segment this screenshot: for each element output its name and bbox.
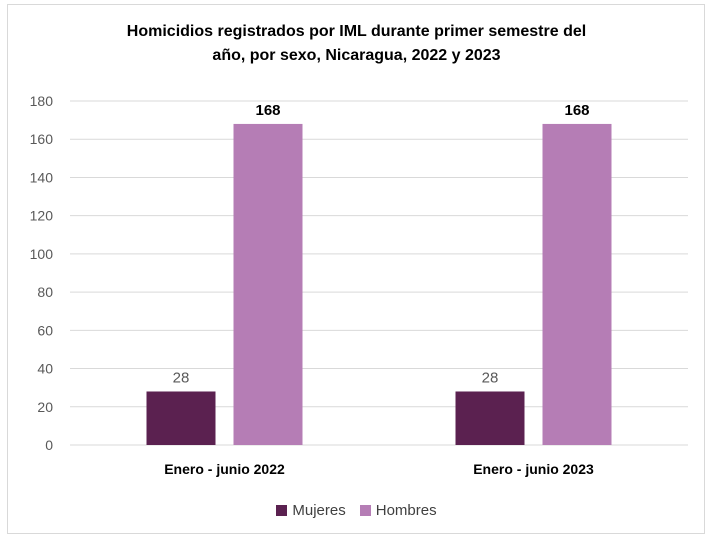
y-tick-label-160: 160	[30, 131, 54, 147]
x-category-label-1: Enero - junio 2022	[164, 461, 285, 477]
bar-hombres-2	[542, 123, 612, 445]
legend-swatch-mujeres	[276, 505, 288, 516]
y-tick-label-60: 60	[37, 322, 53, 338]
y-tick-label-20: 20	[37, 399, 53, 415]
y-tick-label-40: 40	[37, 361, 53, 377]
chart-title-line-2: año, por sexo, Nicaragua, 2022 y 2023	[212, 47, 501, 64]
y-tick-label-180: 180	[30, 93, 54, 109]
data-label-hombres-1: 168	[255, 102, 280, 119]
x-category-label-2: Enero - junio 2023	[473, 461, 594, 477]
chart-title-line-1: Homicidios registrados por IML durante p…	[126, 23, 587, 40]
legend-item-mujeres: Mujeres	[276, 502, 346, 519]
y-tick-label-100: 100	[30, 246, 54, 262]
chart-title: Homicidios registrados por IML durante p…	[0, 20, 713, 68]
data-label-mujeres-2: 28	[482, 369, 499, 386]
bar-hombres-1	[233, 123, 303, 445]
bar-mujeres-2	[455, 391, 525, 445]
data-label-mujeres-1: 28	[173, 369, 190, 386]
legend-item-hombres: Hombres	[359, 502, 437, 519]
legend-label-mujeres: Mujeres	[292, 502, 346, 519]
y-tick-label-80: 80	[37, 284, 53, 300]
y-tick-label-120: 120	[30, 208, 54, 224]
y-tick-label-0: 0	[45, 437, 53, 453]
legend: Mujeres Hombres	[0, 502, 713, 519]
legend-swatch-hombres	[359, 505, 371, 516]
legend-label-hombres: Hombres	[375, 502, 437, 519]
y-tick-label-140: 140	[30, 169, 54, 185]
data-label-hombres-2: 168	[564, 102, 589, 119]
bar-mujeres-1	[146, 391, 216, 445]
